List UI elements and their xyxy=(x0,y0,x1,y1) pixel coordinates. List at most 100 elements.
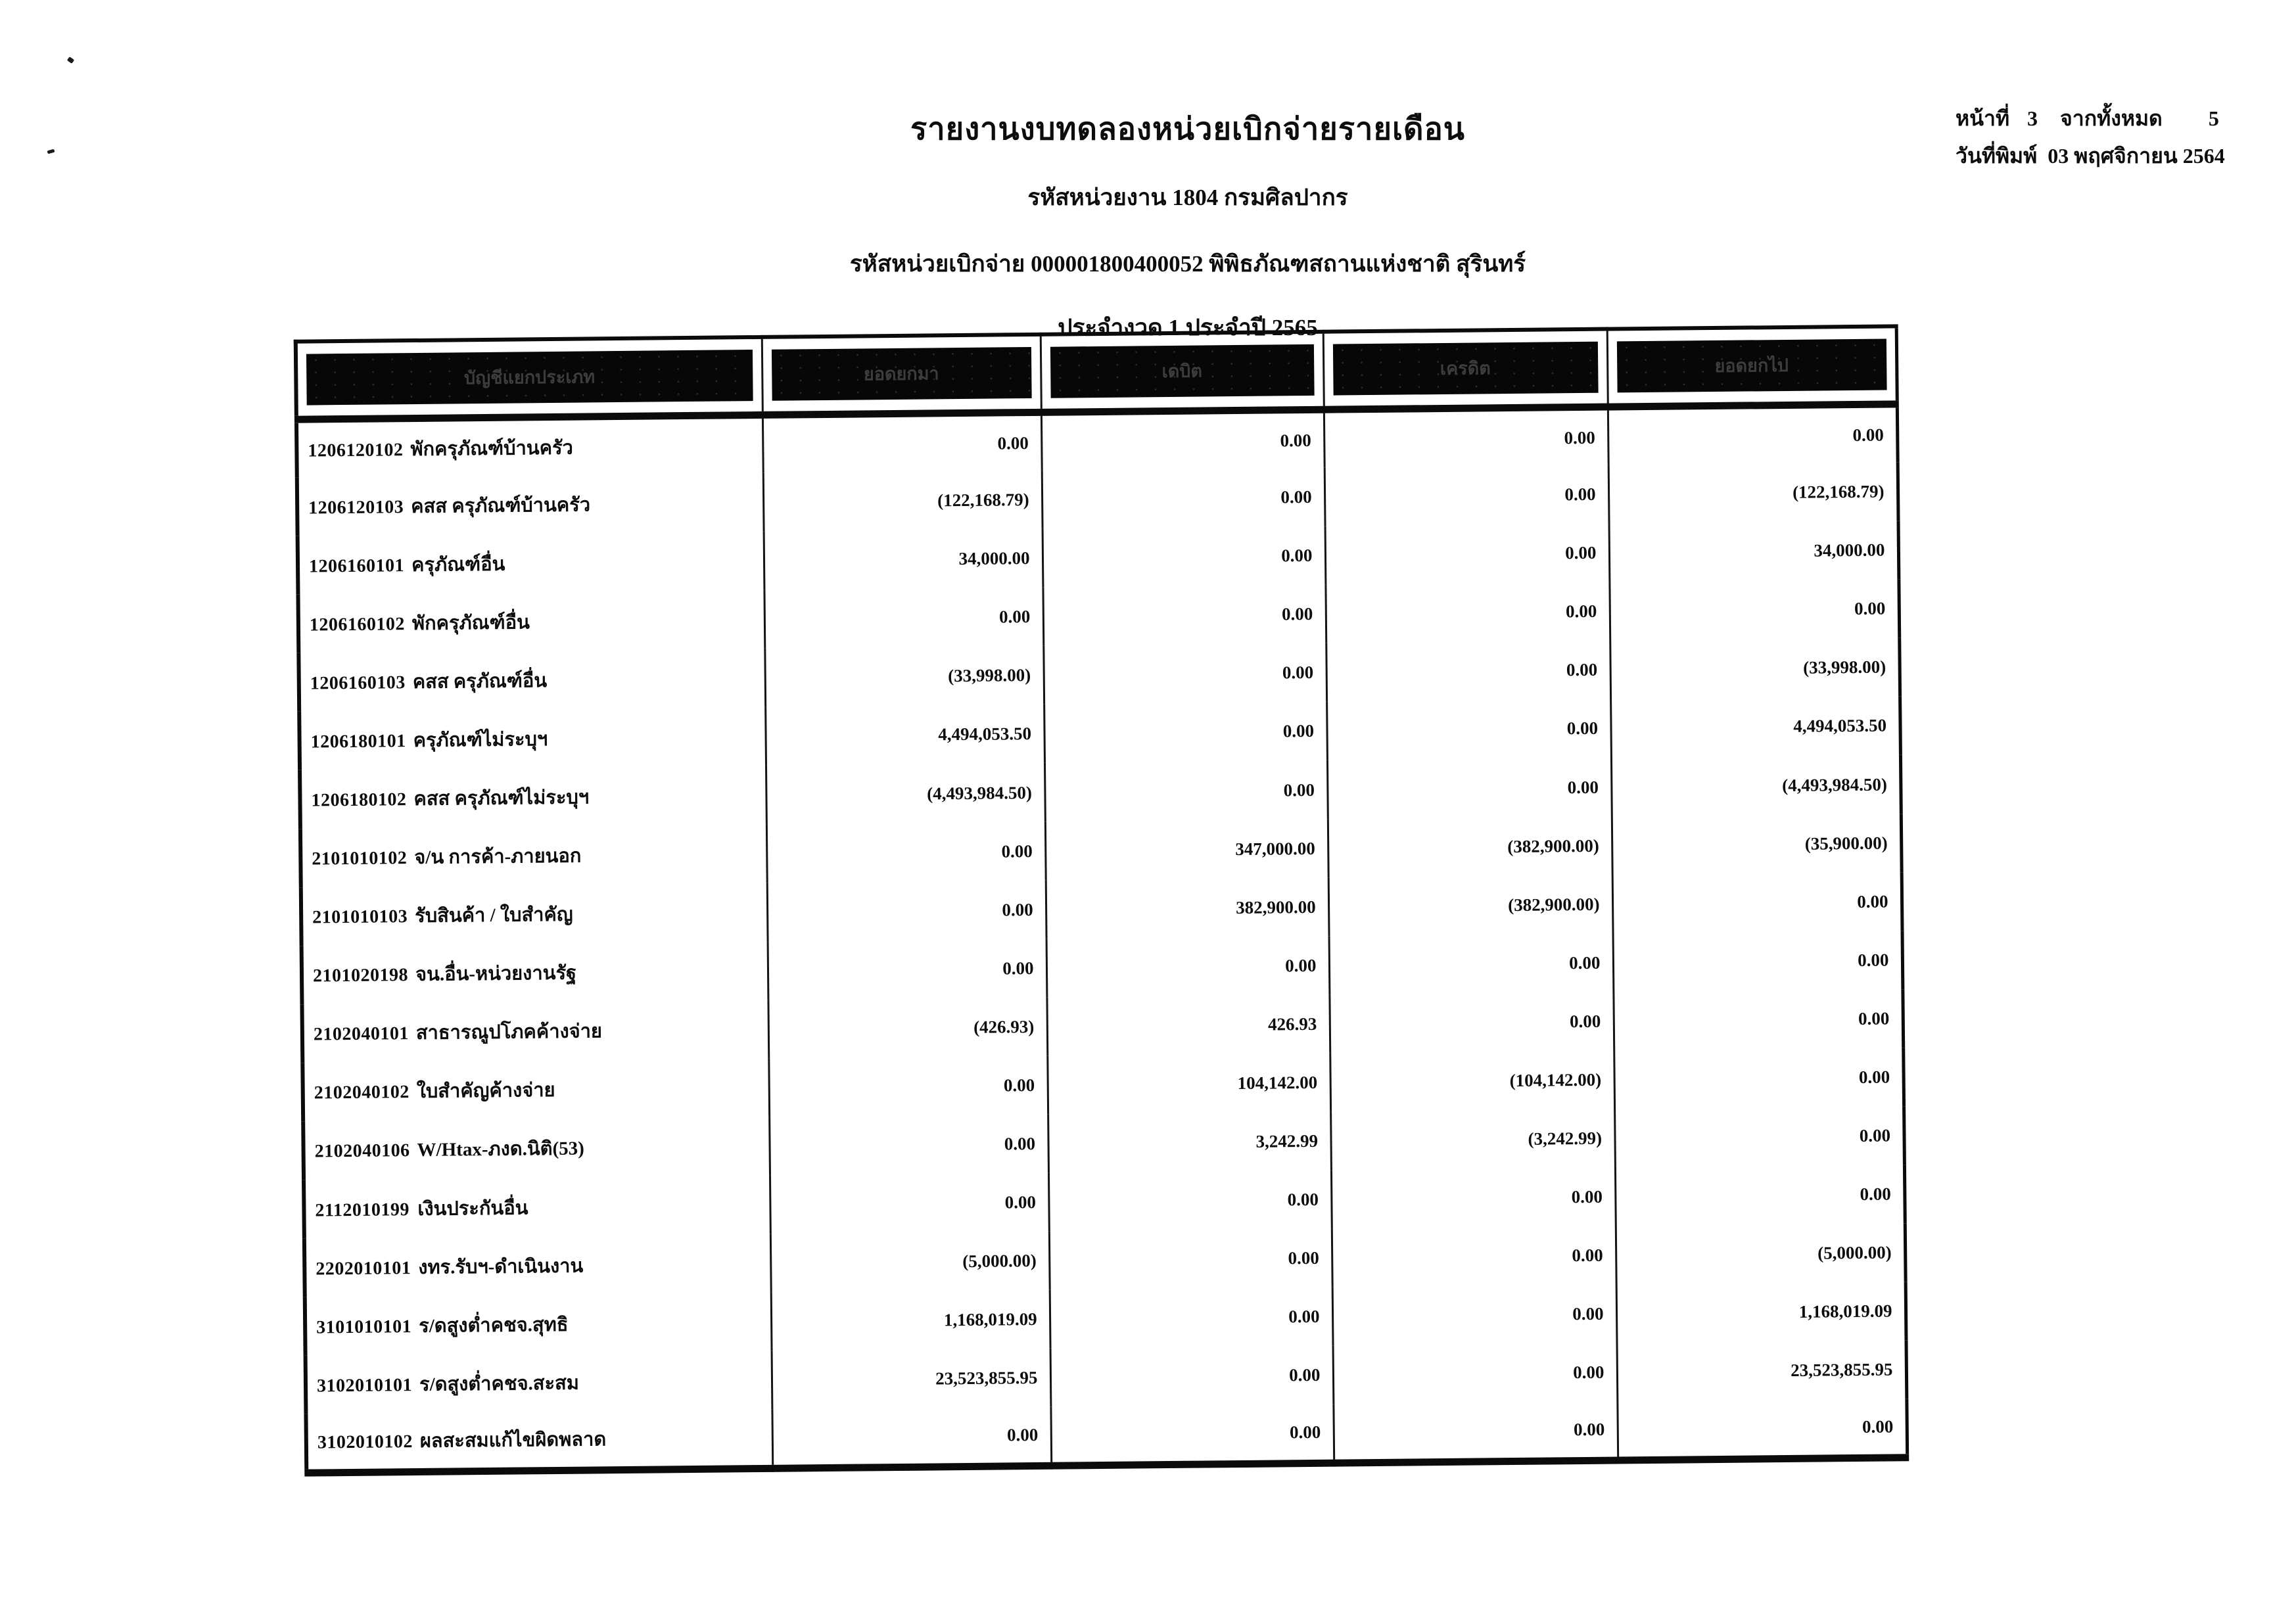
account-name: พักครุภัณฑ์บ้านครัว xyxy=(410,437,574,461)
account-name: W/Htax-ภงด.นิติ(53) xyxy=(417,1138,585,1161)
credit-amount: 0.00 xyxy=(1325,582,1610,644)
account-code: 3101010101 xyxy=(316,1316,412,1338)
credit-amount: 0.00 xyxy=(1323,406,1608,468)
page-meta: หน้าที่ 3 จากทั้งหมด 5 วันที่พิมพ์ 03 พฤศจิก… xyxy=(1956,104,2225,170)
account-name: ใบสำคัญค้างจ่าย xyxy=(416,1080,555,1103)
balance-amount: 4,494,053.50 xyxy=(1610,696,1900,758)
scan-speck xyxy=(47,149,55,154)
account-code: 3102010101 xyxy=(316,1374,413,1397)
credit-amount: 0.00 xyxy=(1331,1226,1616,1287)
credit-amount: 0.00 xyxy=(1330,1167,1616,1229)
account-name: ครุภัณฑ์อื่น xyxy=(411,553,505,576)
balance-amount: 0.00 xyxy=(1614,1048,1904,1109)
carry-forward-amount: (4,493,984.50) xyxy=(766,763,1045,825)
account-code: 1206160101 xyxy=(308,555,405,577)
column-header-account: บัญชีแยกประเภท xyxy=(306,349,753,406)
balance-amount: (5,000.00) xyxy=(1615,1223,1906,1285)
report-disbursement-unit: รหัสหน่วยเบิกจ่าย 000001800400052 พิพิธภ… xyxy=(849,251,1526,277)
balance-amount: 0.00 xyxy=(1614,1106,1904,1168)
credit-amount: 0.00 xyxy=(1332,1343,1618,1404)
account-code: 1206120103 xyxy=(308,496,404,519)
balance-amount: 0.00 xyxy=(1609,579,1900,641)
print-date: 03 พฤศจิกายน 2564 xyxy=(2048,144,2225,168)
debit-amount: 3,242.99 xyxy=(1048,1111,1331,1173)
account-name: จน.อื่น-หน่วยงานรัฐ xyxy=(415,962,577,986)
trial-balance-table: บัญชีแยกประเภท ยอดยกมา เดบิต เครดิต ยอดย… xyxy=(293,324,1909,1477)
credit-amount: 0.00 xyxy=(1324,523,1610,585)
carry-forward-amount: 0.00 xyxy=(766,822,1046,883)
carry-forward-amount: 34,000.00 xyxy=(763,528,1043,591)
carry-forward-amount: (5,000.00) xyxy=(770,1231,1050,1293)
table-body: 1206120102 พักครุภัณฑ์บ้านครัว 0.00 0.00 … xyxy=(296,404,1908,1473)
page-number: 3 xyxy=(2027,106,2038,130)
carry-forward-amount: (122,168.79) xyxy=(762,470,1043,532)
account-name: คสส ครุภัณฑ์ไม่ระบุฯ xyxy=(413,787,590,810)
credit-amount: 0.00 xyxy=(1332,1284,1617,1346)
account-name: จ/น การค้า-ภายนอก xyxy=(414,845,582,869)
carry-forward-amount: 0.00 xyxy=(764,588,1044,649)
credit-amount: 0.00 xyxy=(1333,1401,1618,1464)
balance-amount: 0.00 xyxy=(1614,1165,1905,1226)
debit-amount: 0.00 xyxy=(1050,1345,1334,1408)
carry-forward-amount: 0.00 xyxy=(768,1055,1048,1117)
account-code: 2102040102 xyxy=(314,1082,410,1103)
credit-amount: 0.00 xyxy=(1326,640,1611,703)
account-name: คสส ครุภัณฑ์อื่น xyxy=(412,670,548,693)
credit-amount: (104,142.00) xyxy=(1330,1050,1615,1112)
debit-amount: 0.00 xyxy=(1043,584,1326,647)
carry-forward-amount: (33,998.00) xyxy=(764,646,1044,708)
debit-amount: 0.00 xyxy=(1046,936,1330,998)
account-name: ครุภัณฑ์ไม่ระบุฯ xyxy=(413,728,548,751)
debit-amount: 0.00 xyxy=(1050,1404,1334,1466)
account-code: 1206180102 xyxy=(311,789,407,811)
account-code: 2102040106 xyxy=(314,1140,410,1162)
account-code: 2202010101 xyxy=(316,1257,411,1280)
column-header-debit: เดบิต xyxy=(1050,344,1315,398)
carry-forward-amount: 0.00 xyxy=(769,1114,1048,1176)
account-code: 2101010103 xyxy=(312,906,408,928)
credit-amount: 0.00 xyxy=(1329,992,1614,1054)
account-code: 1206160103 xyxy=(310,672,406,694)
debit-amount: 0.00 xyxy=(1048,1228,1332,1290)
balance-amount: (33,998.00) xyxy=(1610,637,1900,699)
balance-amount: (122,168.79) xyxy=(1608,462,1898,524)
account-name: คสส ครุภัณฑ์บ้านครัว xyxy=(411,494,591,517)
page-title: รายงานงบทดลองหน่วยเบิกจ่ายรายเดือน xyxy=(910,112,1465,147)
table-header: บัญชีแยกประเภท ยอดยกมา เดบิต เครดิต ยอดย… xyxy=(295,326,1897,419)
credit-amount: (3,242.99) xyxy=(1330,1109,1615,1170)
carry-forward-amount: 23,523,855.95 xyxy=(771,1349,1051,1410)
carry-forward-amount: 0.00 xyxy=(762,411,1042,473)
credit-amount: 0.00 xyxy=(1326,699,1611,761)
report-header: รายงานงบทดลองหน่วยเบิกจ่ายรายเดือน รหัสห… xyxy=(850,104,1526,346)
account-name: สาธารณูปโภคค้างจ่าย xyxy=(415,1021,603,1044)
account-code: 1206120102 xyxy=(308,440,404,461)
debit-amount: 104,142.00 xyxy=(1047,1053,1331,1115)
credit-amount: 0.00 xyxy=(1324,465,1609,526)
account-code: 3102010102 xyxy=(317,1431,413,1453)
account-code: 2101020198 xyxy=(312,965,409,986)
account-name: รับสินค้า / ใบสำคัญ xyxy=(415,904,573,927)
carry-forward-amount: 0.00 xyxy=(766,880,1046,942)
balance-amount: (35,900.00) xyxy=(1611,813,1902,875)
balance-amount: (4,493,984.50) xyxy=(1610,754,1901,817)
carry-forward-amount: 0.00 xyxy=(772,1407,1052,1469)
debit-amount: 0.00 xyxy=(1042,526,1326,588)
debit-amount: 0.00 xyxy=(1041,467,1325,529)
column-header-carry-forward: ยอดยกมา xyxy=(771,346,1032,401)
credit-amount: (382,900.00) xyxy=(1328,875,1613,937)
debit-amount: 0.00 xyxy=(1044,702,1327,764)
balance-amount: 0.00 xyxy=(1612,871,1902,934)
column-header-balance: ยอดยกไป xyxy=(1616,338,1887,393)
debit-amount: 382,900.00 xyxy=(1045,877,1329,939)
account-code: 2112010199 xyxy=(315,1199,410,1221)
total-pages-label: จากทั้งหมด xyxy=(2060,106,2163,130)
report-unit-code: รหัสหน่วยงาน 1804 กรมศิลปากร xyxy=(1027,185,1348,210)
account-name: ผลสะสมแก้ไขผิดพลาด xyxy=(419,1429,607,1452)
balance-amount: 0.00 xyxy=(1617,1399,1908,1460)
debit-amount: 0.00 xyxy=(1043,643,1327,705)
page-number-line: หน้าที่ 3 จากทั้งหมด 5 xyxy=(1956,104,2225,133)
credit-amount: (382,900.00) xyxy=(1327,816,1612,878)
carry-forward-amount: 0.00 xyxy=(769,1172,1049,1234)
debit-amount: 0.00 xyxy=(1048,1170,1332,1232)
